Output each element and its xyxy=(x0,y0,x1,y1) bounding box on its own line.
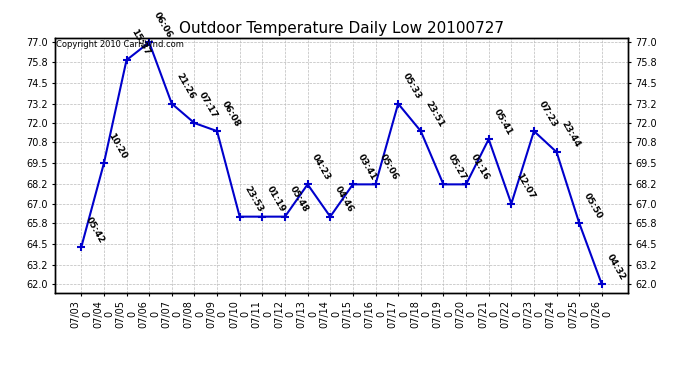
Text: 05:33: 05:33 xyxy=(401,72,423,101)
Text: 10:20: 10:20 xyxy=(107,132,128,160)
Title: Outdoor Temperature Daily Low 20100727: Outdoor Temperature Daily Low 20100727 xyxy=(179,21,504,36)
Text: 23:53: 23:53 xyxy=(242,184,264,214)
Text: Copyright 2010 CarHWnd.com: Copyright 2010 CarHWnd.com xyxy=(57,40,184,49)
Text: 05:27: 05:27 xyxy=(446,152,469,182)
Text: 07:17: 07:17 xyxy=(197,91,219,120)
Text: 05:50: 05:50 xyxy=(582,191,604,220)
Text: 15:37: 15:37 xyxy=(129,28,151,57)
Text: 23:51: 23:51 xyxy=(424,99,446,128)
Text: 05:06: 05:06 xyxy=(378,153,400,182)
Text: 05:41: 05:41 xyxy=(491,107,513,136)
Text: 04:46: 04:46 xyxy=(333,184,355,214)
Text: 07:23: 07:23 xyxy=(537,99,559,128)
Text: 06:08: 06:08 xyxy=(220,99,242,128)
Text: 01:19: 01:19 xyxy=(265,184,287,214)
Text: 05:48: 05:48 xyxy=(288,184,310,214)
Text: 04:32: 04:32 xyxy=(604,252,627,282)
Text: 01:16: 01:16 xyxy=(469,152,491,182)
Text: 12:07: 12:07 xyxy=(514,172,536,201)
Text: 05:42: 05:42 xyxy=(84,215,106,244)
Text: 04:23: 04:23 xyxy=(310,152,333,182)
Text: 06:06: 06:06 xyxy=(152,10,174,40)
Text: 23:44: 23:44 xyxy=(560,120,582,149)
Text: 03:41: 03:41 xyxy=(355,152,377,182)
Text: 21:26: 21:26 xyxy=(175,72,197,101)
